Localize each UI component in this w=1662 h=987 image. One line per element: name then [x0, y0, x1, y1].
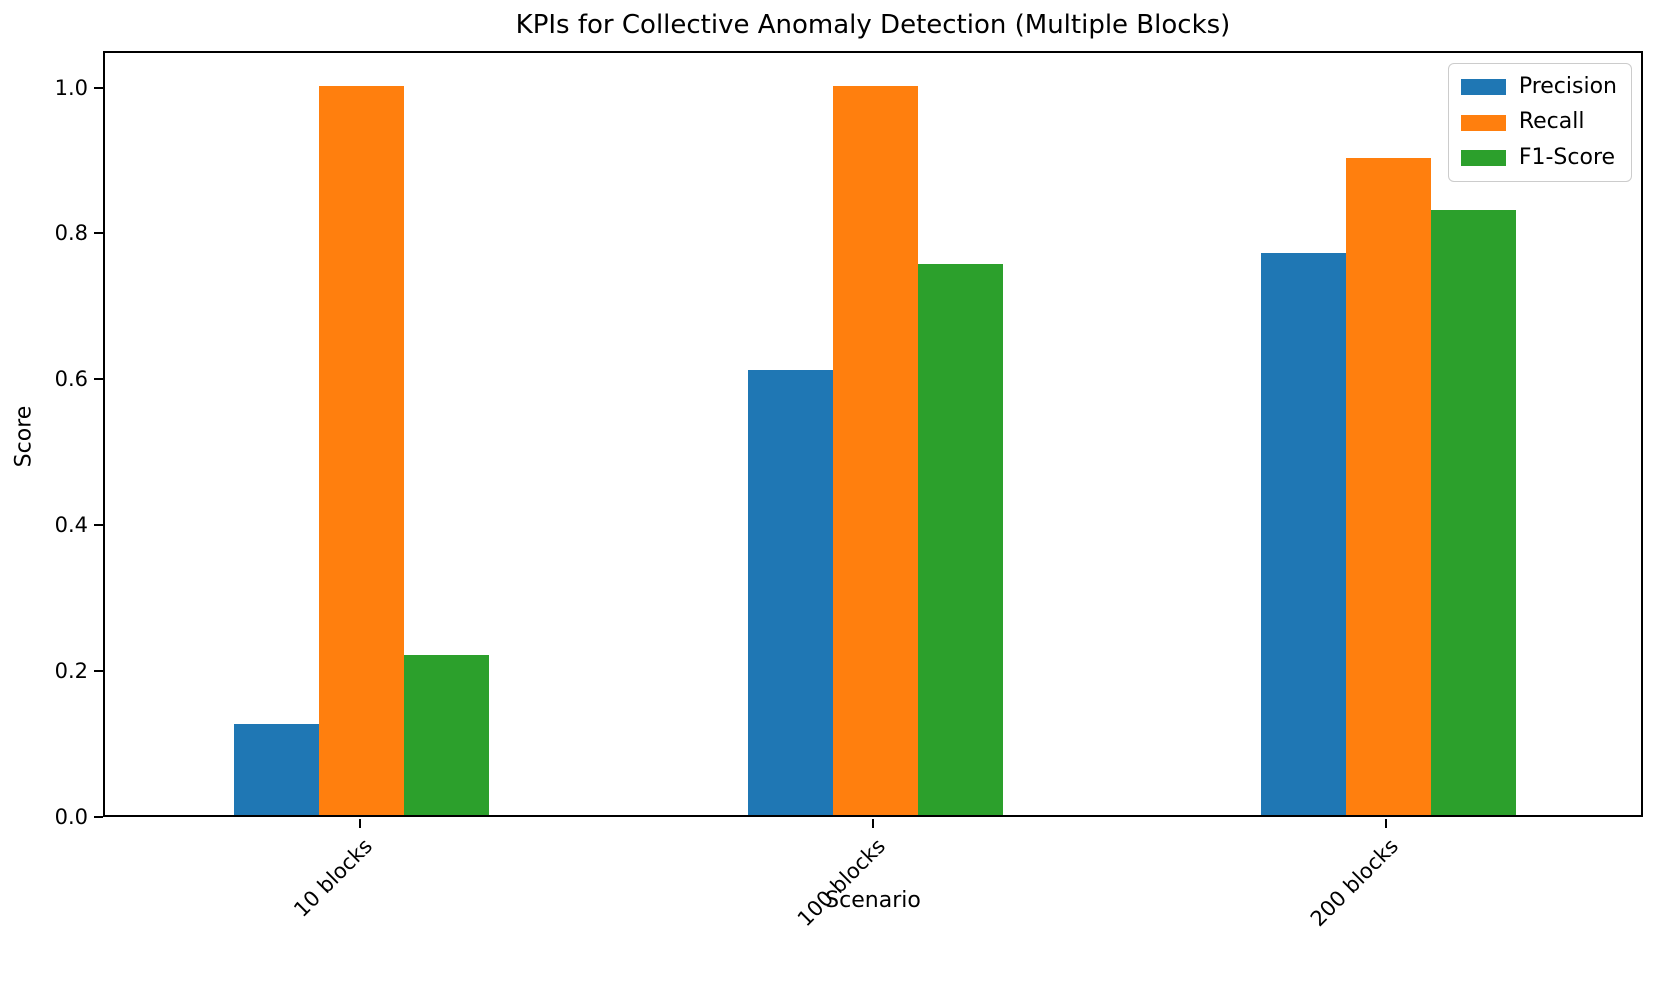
y-tick-mark-0.0 — [94, 816, 103, 818]
x-tick-mark-100-blocks — [872, 819, 874, 828]
y-tick-mark-0.2 — [94, 670, 103, 673]
chart-title: KPIs for Collective Anomaly Detection (M… — [515, 10, 1231, 40]
y-tick-mark-0.4 — [94, 524, 103, 527]
legend-label-precision: Precision — [1518, 74, 1617, 99]
legend: Precision Recall F1-Score — [1447, 63, 1632, 183]
legend-label-f1-score: F1-Score — [1518, 144, 1616, 170]
bar-recall-200-blocks — [1345, 158, 1431, 815]
bar-f1-score-200-blocks — [1430, 209, 1516, 815]
bar-precision-10-blocks — [234, 723, 320, 815]
bar-precision-100-blocks — [747, 370, 833, 815]
x-tick-mark-10-blocks — [358, 819, 361, 828]
y-axis-title: Score — [11, 405, 37, 468]
bar-recall-10-blocks — [319, 85, 405, 815]
bar-f1-score-10-blocks — [404, 654, 490, 815]
legend-swatch-recall — [1460, 114, 1506, 131]
bar-recall-100-blocks — [832, 85, 918, 815]
y-tick-mark-1.0 — [94, 86, 103, 89]
legend-label-recall: Recall — [1518, 109, 1585, 135]
bar-f1-score-100-blocks — [917, 264, 1003, 815]
bar-precision-200-blocks — [1260, 253, 1346, 815]
y-tick-label-0.0: 0.0 — [54, 805, 88, 829]
legend-item-precision: Precision — [1460, 74, 1617, 100]
x-axis-title: Scenario — [825, 888, 921, 913]
y-tick-label-0.4: 0.4 — [54, 513, 88, 538]
legend-item-f1-score: F1-Score — [1460, 144, 1617, 171]
y-tick-mark-0.6 — [94, 378, 103, 381]
y-tick-label-1.0: 1.0 — [54, 75, 88, 100]
plot-area: Precision Recall F1-Score — [103, 51, 1643, 817]
legend-item-recall: Recall — [1460, 109, 1617, 135]
y-tick-label-0.8: 0.8 — [54, 221, 88, 246]
y-tick-mark-0.8 — [94, 232, 103, 235]
legend-swatch-precision — [1460, 79, 1506, 96]
y-tick-label-0.2: 0.2 — [54, 659, 88, 684]
y-tick-label-0.6: 0.6 — [54, 367, 88, 392]
x-tick-mark-200-blocks — [1385, 819, 1388, 828]
legend-swatch-f1-score — [1460, 149, 1506, 166]
